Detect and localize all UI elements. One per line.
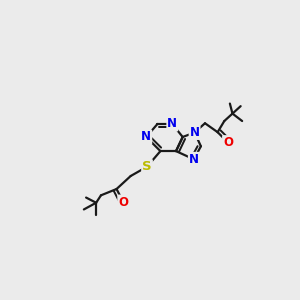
Text: N: N bbox=[167, 118, 177, 130]
Text: N: N bbox=[189, 153, 199, 166]
Text: O: O bbox=[223, 136, 233, 149]
Text: O: O bbox=[118, 196, 128, 208]
Text: N: N bbox=[190, 126, 200, 139]
Text: S: S bbox=[142, 160, 152, 173]
Text: N: N bbox=[141, 130, 151, 143]
